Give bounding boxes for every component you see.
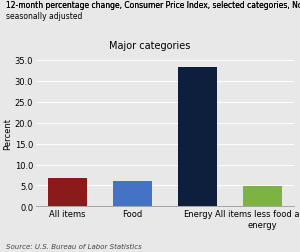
Text: 12-month percentage change, Consumer Price Index, selected categories, November : 12-month percentage change, Consumer Pri… <box>6 1 300 21</box>
Text: Major categories: Major categories <box>109 40 191 50</box>
Text: Source: U.S. Bureau of Labor Statistics: Source: U.S. Bureau of Labor Statistics <box>6 243 142 249</box>
Text: 12-month percentage change, Consumer Price Index, selected categories, November : 12-month percentage change, Consumer Pri… <box>6 1 300 10</box>
Bar <box>178 68 217 207</box>
Bar <box>113 181 152 207</box>
Bar <box>48 178 87 207</box>
Bar <box>243 186 282 207</box>
Y-axis label: Percent: Percent <box>3 118 12 149</box>
